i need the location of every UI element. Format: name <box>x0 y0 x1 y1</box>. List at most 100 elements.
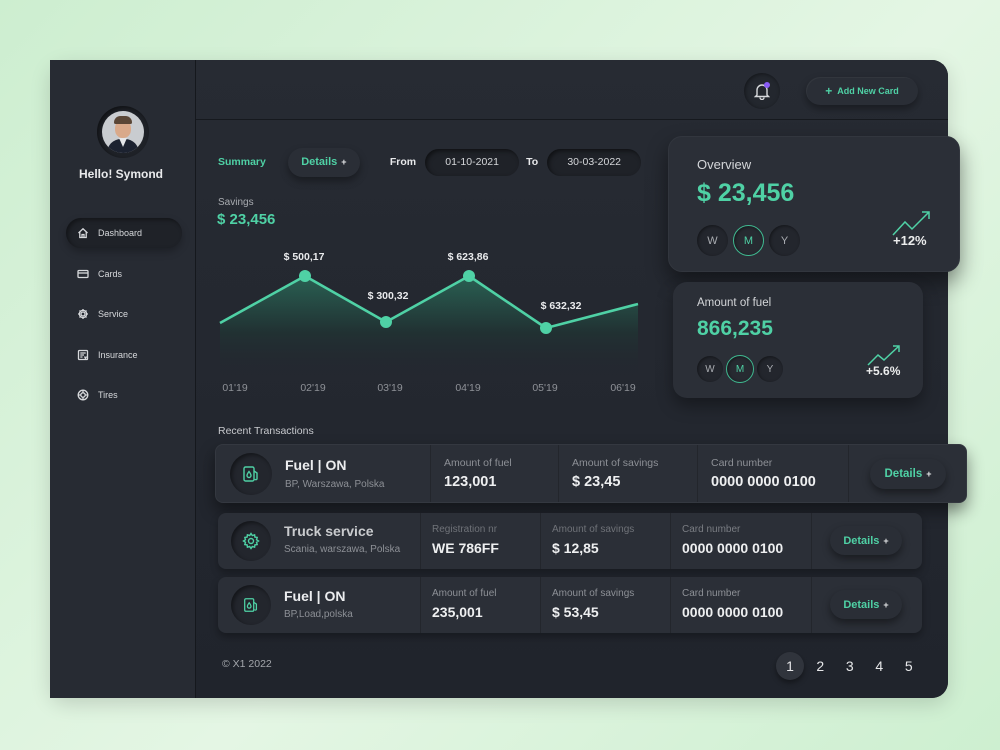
page-button-2[interactable]: 2 <box>816 658 825 674</box>
summary-toolbar: Summary Details + From 01-10-2021 To 30-… <box>218 147 642 177</box>
divider <box>420 513 421 569</box>
savings-chart <box>219 270 639 378</box>
gear-icon <box>242 532 260 550</box>
summary-tab[interactable]: Summary <box>218 156 266 168</box>
pagination: 1 2 3 4 5 <box>776 652 924 680</box>
period-month-button[interactable]: M <box>726 355 754 383</box>
sidebar-item-label: Insurance <box>98 349 138 360</box>
divider <box>811 577 812 633</box>
dashboard-window: Hello! Symond Dashboard Cards Service In… <box>50 60 967 698</box>
overview-title: Overview <box>697 157 752 172</box>
add-new-card-label: Add New Card <box>837 86 899 96</box>
sidebar-item-label: Service <box>98 309 129 319</box>
column-value: $ 23,45 <box>572 474 621 490</box>
recent-transactions-title: Recent Transactions <box>218 425 314 437</box>
home-icon <box>78 227 88 239</box>
transaction-details-button[interactable]: Details + <box>830 526 902 555</box>
summary-details-button[interactable]: Details + <box>287 147 360 177</box>
column-label: Registration nr <box>432 524 498 535</box>
chart-point <box>299 270 311 282</box>
details-label: Details <box>843 598 880 611</box>
savings-value: $ 23,456 <box>217 211 276 228</box>
notifications-button[interactable] <box>744 73 780 109</box>
chart-area <box>220 276 638 378</box>
transaction-details-button[interactable]: Details + <box>870 459 946 489</box>
overview-trend-value: +12% <box>893 233 927 248</box>
fuel-period-selector: W M Y <box>697 355 783 383</box>
x-axis-tick: 02'19 <box>300 382 326 394</box>
plus-icon: + <box>341 157 347 167</box>
add-new-card-button[interactable]: + Add New Card <box>806 77 918 105</box>
column-value: 0000 0000 0100 <box>682 540 784 556</box>
x-axis-tick: 03'19 <box>377 382 403 394</box>
x-axis-tick: 06'19 <box>610 382 636 394</box>
plus-icon: + <box>926 469 932 479</box>
period-week-button[interactable]: W <box>697 225 728 256</box>
sidebar-item-label: Cards <box>98 268 123 279</box>
chart-point-label: $ 500,17 <box>283 251 325 263</box>
tire-icon <box>77 389 89 401</box>
to-date-field[interactable]: 30-03-2022 <box>547 148 642 176</box>
sidebar-nav: Dashboard Cards Service Insurance Tires <box>66 218 182 421</box>
divider <box>670 577 671 633</box>
column-label: Amount of savings <box>572 457 659 469</box>
page-button-1[interactable]: 1 <box>776 652 804 680</box>
fuel-trend-value: +5.6% <box>866 364 901 378</box>
gear-icon <box>78 309 88 319</box>
sidebar-item-label: Tires <box>98 390 118 400</box>
overview-period-selector: W M Y <box>697 225 800 256</box>
transaction-row[interactable]: Fuel | ON BP,Load,polska Amount of fuel … <box>218 577 922 633</box>
period-year-button[interactable]: Y <box>757 356 783 382</box>
from-label: From <box>389 156 417 168</box>
sidebar-item-service[interactable]: Service <box>66 299 182 329</box>
transaction-row[interactable]: Fuel | ON BP, Warszawa, Polska Amount of… <box>215 444 967 503</box>
transaction-icon-frame <box>231 521 271 561</box>
sidebar-item-insurance[interactable]: Insurance <box>66 340 182 370</box>
sidebar-item-dashboard[interactable]: Dashboard <box>66 218 182 248</box>
transaction-name: Truck service <box>284 523 374 539</box>
column-label: Amount of fuel <box>432 588 497 599</box>
transaction-name: Fuel | ON <box>285 457 347 473</box>
savings-label: Savings <box>218 197 254 208</box>
column-label: Card number <box>711 457 773 469</box>
column-value: WE 786FF <box>432 540 499 556</box>
sidebar-item-cards[interactable]: Cards <box>66 259 182 289</box>
to-label: To <box>526 156 539 168</box>
plus-icon: + <box>883 535 889 546</box>
column-label: Card number <box>682 588 741 599</box>
fuel-pump-icon <box>243 466 258 482</box>
transaction-row[interactable]: Truck service Scania, warszawa, Polska R… <box>218 513 922 569</box>
divider <box>558 445 559 502</box>
overview-card: Overview $ 23,456 W M Y +12% <box>668 136 960 272</box>
chart-point <box>380 316 392 328</box>
period-year-button[interactable]: Y <box>769 225 800 256</box>
fuel-value: 866,235 <box>697 317 773 340</box>
transaction-location: BP,Load,polska <box>284 609 353 620</box>
x-axis-tick: 01'19 <box>222 382 248 394</box>
divider <box>811 513 812 569</box>
transaction-details-button[interactable]: Details + <box>830 590 902 619</box>
transaction-name: Fuel | ON <box>284 588 346 604</box>
page-button-3[interactable]: 3 <box>845 658 854 674</box>
period-month-button[interactable]: M <box>733 225 764 256</box>
period-week-button[interactable]: W <box>697 356 723 382</box>
column-label: Card number <box>682 524 741 535</box>
column-value: 235,001 <box>432 604 483 620</box>
avatar-frame <box>97 106 149 158</box>
fuel-pump-icon <box>244 598 258 612</box>
chart-line <box>219 274 639 330</box>
overview-value: $ 23,456 <box>697 179 795 207</box>
column-label: Amount of savings <box>552 588 635 599</box>
page-button-4[interactable]: 4 <box>875 658 884 674</box>
details-label: Details <box>884 468 923 480</box>
transaction-icon-frame <box>231 585 271 625</box>
from-date-field[interactable]: 01-10-2021 <box>425 148 520 176</box>
sidebar-item-tires[interactable]: Tires <box>66 380 182 410</box>
fuel-card: Amount of fuel 866,235 W M Y +5.6% <box>673 282 923 398</box>
column-value: 0000 0000 0100 <box>682 604 784 620</box>
page-button-5[interactable]: 5 <box>904 658 913 674</box>
divider <box>670 513 671 569</box>
chart-point <box>463 270 475 282</box>
card-icon <box>77 269 89 278</box>
avatar[interactable] <box>102 111 144 153</box>
